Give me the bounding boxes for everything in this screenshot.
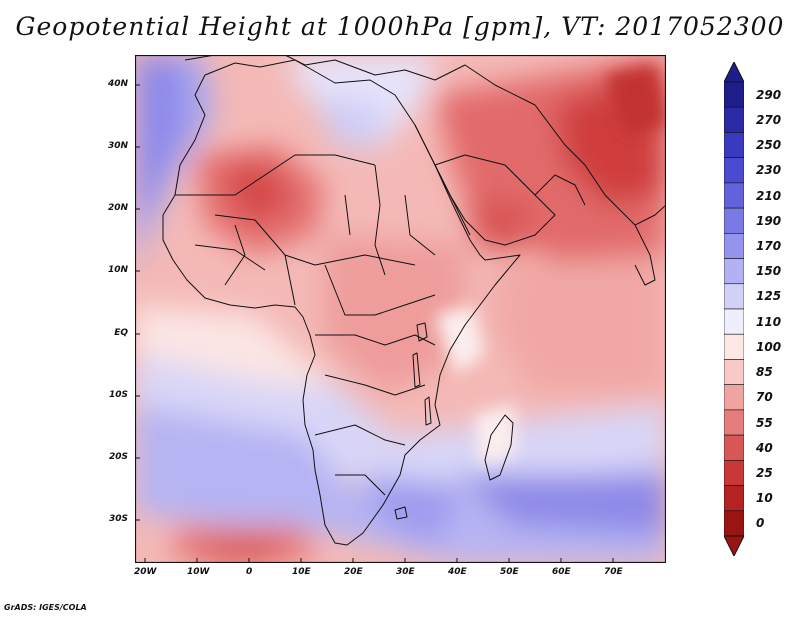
- colorbar-segment: [724, 359, 744, 385]
- colorbar-segment: [724, 258, 744, 285]
- colorbar-label: 210: [756, 188, 782, 203]
- colorbar-segment: [724, 510, 744, 537]
- coastline-and-borders: [162, 55, 666, 546]
- lat-label-30s: 30S: [108, 514, 128, 524]
- colorbar-label: 100: [756, 339, 782, 354]
- colorbar-label: 125: [756, 289, 782, 304]
- lon-label-20w: 20W: [134, 567, 157, 577]
- colorbar-min-arrow: [724, 535, 744, 556]
- map-panel: [135, 55, 666, 563]
- colorbar-segment: [724, 384, 744, 411]
- colorbar-segment: [724, 157, 744, 184]
- colorbar-segment: [724, 485, 744, 512]
- grads-credit: GrADS: IGES/COLA: [4, 603, 87, 612]
- lat-label-30n: 30N: [107, 141, 128, 151]
- lat-label-20n: 20N: [107, 203, 128, 213]
- colorbar-segment: [724, 106, 744, 133]
- colorbar-segment: [724, 434, 744, 461]
- colorbar-label: 190: [756, 213, 782, 228]
- lon-label-50e: 50E: [500, 567, 519, 577]
- lon-label-0: 0: [246, 567, 253, 577]
- lon-label-40e: 40E: [448, 567, 467, 577]
- colorbar-segment: [724, 81, 744, 108]
- colorbar-label: 55: [756, 415, 773, 430]
- colorbar-segment: [724, 409, 744, 436]
- map-canvas: [135, 55, 666, 563]
- map-ticks: [135, 84, 614, 563]
- colorbar-label: 110: [756, 314, 782, 329]
- colorbar-label: 290: [756, 87, 782, 102]
- colorbar-label: 0: [756, 516, 765, 531]
- colorbar-segment: [724, 333, 744, 360]
- lat-label-20s: 20S: [108, 452, 128, 462]
- colorbar-label: 10: [756, 491, 773, 506]
- colorbar-segment: [724, 182, 744, 209]
- colorbar-segment: [724, 283, 744, 310]
- colorbar-label: 170: [756, 238, 782, 253]
- height-field-detail: [435, 65, 666, 465]
- map-border: [135, 55, 666, 563]
- colorbar-segment: [724, 132, 744, 158]
- lon-label-30e: 30E: [396, 567, 415, 577]
- colorbar-segment: [724, 460, 744, 486]
- colorbar-label: 40: [756, 440, 773, 455]
- colorbar-segment: [724, 233, 744, 259]
- lon-label-10e: 10E: [292, 567, 311, 577]
- colorbar-label: 270: [756, 112, 782, 127]
- lon-label-10w: 10W: [187, 567, 210, 577]
- lat-label-40n: 40N: [107, 79, 128, 89]
- colorbar-label: 150: [756, 264, 782, 279]
- colorbar-segment: [724, 308, 744, 335]
- colorbar-label: 70: [756, 390, 773, 405]
- colorbar-label: 250: [756, 138, 782, 153]
- colorbar: [724, 62, 744, 556]
- colorbar-label: 230: [756, 163, 782, 178]
- lon-label-60e: 60E: [552, 567, 571, 577]
- lat-label-eq: EQ: [114, 328, 128, 338]
- lon-label-70e: 70E: [604, 567, 623, 577]
- colorbar-max-arrow: [724, 62, 744, 83]
- lat-label-10n: 10N: [107, 265, 128, 275]
- colorbar-label: 85: [756, 365, 773, 380]
- colorbar-segment: [724, 207, 744, 234]
- lon-label-20e: 20E: [344, 567, 363, 577]
- lat-label-10s: 10S: [108, 390, 128, 400]
- colorbar-label: 25: [756, 465, 773, 480]
- map-title: Geopotential Height at 1000hPa [gpm], VT…: [15, 12, 785, 41]
